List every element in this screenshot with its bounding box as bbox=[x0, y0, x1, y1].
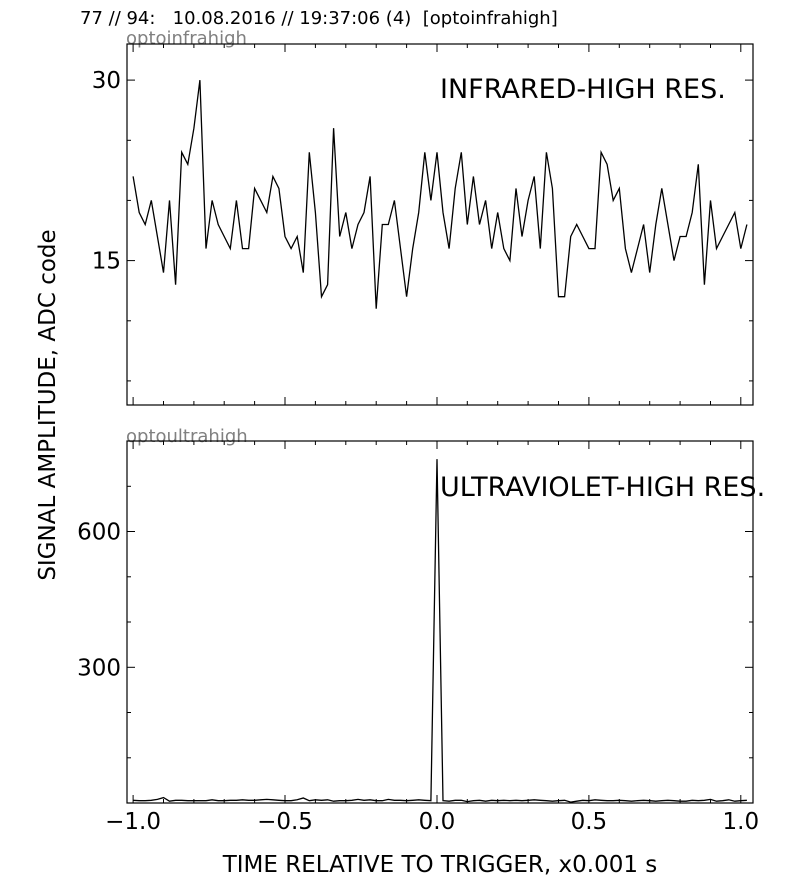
y-tick-label: 600 bbox=[77, 520, 121, 546]
panel-infrared-title: INFRARED-HIGH RES. bbox=[440, 74, 726, 105]
panel-ultraviolet: optoultrahigh 300 600 −1.0 −0.5 0.0 0.5 1.0 U… bbox=[77, 426, 765, 835]
y-tick-label: 30 bbox=[92, 68, 121, 94]
panel-infrared-ticks bbox=[127, 44, 753, 405]
panel-ultraviolet-ytick-labels: 300 600 bbox=[77, 520, 121, 682]
infrared-series-line bbox=[132, 80, 748, 309]
panel-ultraviolet-title: ULTRAVIOLET-HIGH RES. bbox=[440, 472, 765, 503]
x-tick-label: 1.0 bbox=[723, 809, 760, 835]
y-tick-label: 15 bbox=[92, 249, 121, 275]
y-axis-label: SIGNAL AMPLITUDE, ADC code bbox=[35, 229, 61, 580]
panel-ultraviolet-tag: optoultrahigh bbox=[126, 426, 248, 447]
panel-infrared-frame bbox=[126, 43, 754, 406]
ultraviolet-series-line bbox=[133, 459, 747, 803]
x-tick-label: −1.0 bbox=[105, 809, 161, 835]
x-tick-label: 0.5 bbox=[571, 809, 608, 835]
y-tick-label: 300 bbox=[77, 655, 121, 681]
x-tick-label: −0.5 bbox=[257, 809, 313, 835]
panel-infrared-tag: optoinfrahigh bbox=[126, 28, 247, 49]
x-tick-label: 0.0 bbox=[419, 809, 456, 835]
x-axis-label: TIME RELATIVE TO TRIGGER, x0.001 s bbox=[222, 852, 658, 878]
figure-header: 77 // 94: 10.08.2016 // 19:37:06 (4) [op… bbox=[80, 8, 558, 29]
panel-ultraviolet-xtick-labels: −1.0 −0.5 0.0 0.5 1.0 bbox=[105, 809, 759, 835]
